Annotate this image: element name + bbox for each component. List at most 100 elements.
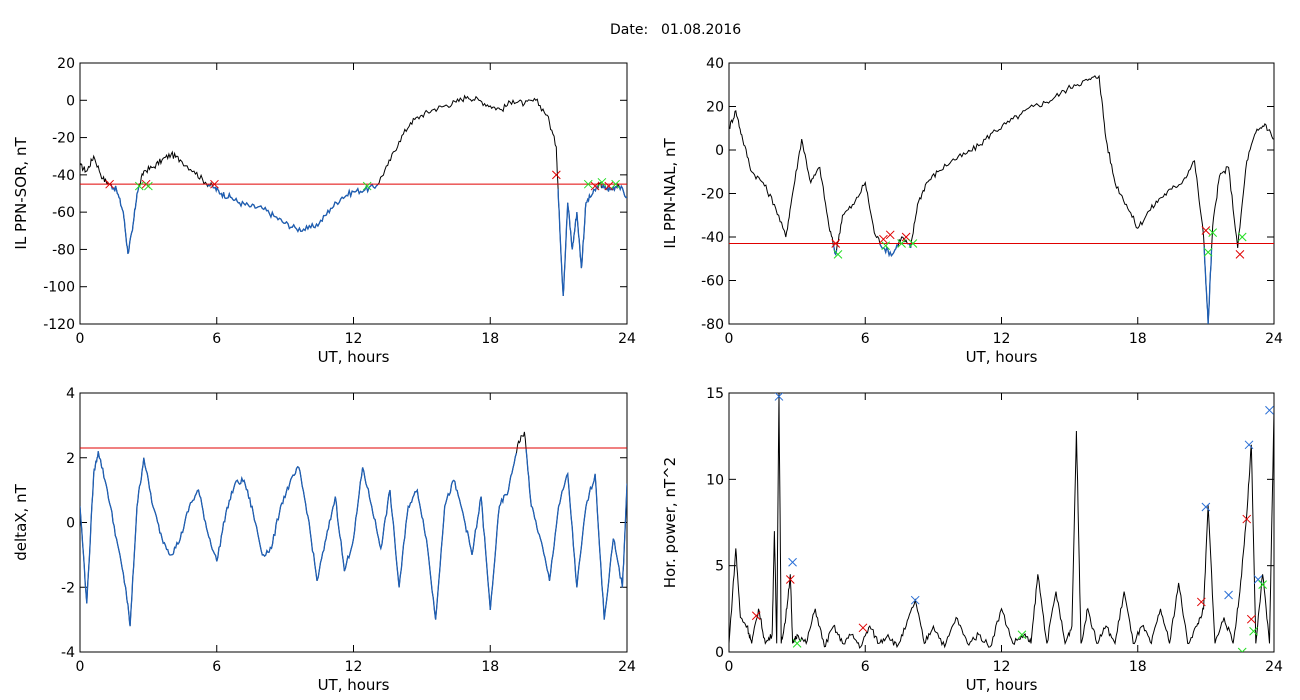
marker-green [597,177,607,187]
y-tick-label: -120 [43,317,75,333]
marker-red [1196,597,1206,607]
marker-red [210,179,219,189]
marker-red [105,179,114,189]
marker-red [1201,226,1211,235]
y-tick-label: 4 [66,386,75,402]
marker-green [362,181,372,191]
x-tick-label: 18 [481,659,499,675]
x-tick-label: 6 [212,331,221,347]
y-tick-label: 20 [57,56,75,72]
marker-blue [1265,405,1274,415]
below-threshold-line [557,184,599,297]
x-tick-label: 0 [76,659,85,675]
x-axis-label: UT, hours [966,676,1038,694]
marker-red [885,230,895,240]
marker-green [1237,647,1247,652]
y-tick-label: 15 [706,386,724,402]
below-threshold-line [207,183,211,187]
marker-red [1235,250,1245,259]
x-tick-label: 0 [76,331,85,347]
marker-red [604,181,614,191]
y-tick-label: 2 [66,451,75,467]
marker-green [792,639,802,648]
x-tick-label: 0 [725,659,734,675]
marker-green [1017,630,1027,640]
plot-frame [79,62,628,325]
marker-red [831,239,841,248]
marker-green [144,181,153,191]
y-tick-label: 0 [66,516,75,532]
y-tick-label: -60 [52,205,75,221]
y-tick-label: 0 [66,93,75,109]
below-threshold-line [618,184,627,199]
y-axis-label: deltaX, nT [12,483,30,560]
data-line [729,74,1274,324]
marker-green [908,239,918,248]
marker-red [879,234,888,244]
y-tick-label: -2 [61,580,75,596]
marker-green [881,241,891,251]
y-tick-label: -20 [52,131,75,147]
figure-title-date: 01.08.2016 [661,22,741,38]
y-tick-label: -80 [52,242,75,258]
marker-red [858,623,868,633]
chart-hor-power: 0 6 12 18 24 0 5 10 15 UT, hours Hor. power, nT^2 [661,386,1283,694]
x-tick-label: 6 [212,659,221,675]
data-line [729,393,1274,649]
y-axis-label: IL PPN-NAL, nT [661,138,679,249]
marker-red [785,575,795,584]
data-line [80,431,627,627]
y-tick-label: -20 [701,187,724,203]
marker-blue [1201,502,1211,512]
marker-green [1208,228,1218,238]
x-tick-label: 24 [618,659,636,675]
marker-red [751,611,761,621]
marker-blue [910,595,920,605]
x-axis-label: UT, hours [966,348,1038,366]
below-threshold-line [525,449,627,620]
y-tick-label: 5 [715,559,724,575]
x-tick-label: 24 [1265,659,1283,675]
below-threshold-line [601,184,618,192]
marker-red [1242,514,1252,524]
marker-green [611,179,620,189]
marker-green [583,179,593,189]
y-tick-label: 0 [715,645,724,661]
y-axis-label: IL PPN-SOR, nT [12,137,30,250]
figure-title-prefix: Date: [610,22,648,38]
below-threshold-line [1203,246,1213,324]
data-line [80,94,627,297]
plot-frame [728,62,1275,325]
chart-ppn-sor: 0 6 12 18 24 -120 -100 -80 -60 -40 -20 0 20 UT, hours… [12,56,636,366]
x-tick-label: 6 [861,331,870,347]
y-tick-label: 40 [706,56,724,72]
marker-red [901,232,911,242]
marker-blue [1224,590,1233,600]
x-tick-label: 12 [993,659,1011,675]
plot-frame [728,392,1275,653]
plot-area [729,74,1274,324]
marker-green [1203,247,1213,257]
x-axis-label: UT, hours [318,348,390,366]
x-tick-label: 24 [1265,331,1283,347]
marker-blue [774,393,784,401]
plot-area [80,94,627,297]
x-tick-label: 0 [725,331,734,347]
x-axis-label: UT, hours [318,676,390,694]
marker-red [551,170,561,180]
x-tick-label: 6 [861,659,870,675]
x-tick-label: 18 [1129,331,1147,347]
x-tick-label: 12 [993,331,1011,347]
y-tick-label: 0 [715,143,724,159]
x-tick-label: 18 [481,331,499,347]
chart-ppn-nal: 0 6 12 18 24 -80 -60 -40 -20 0 20 40 UT, hours IL PPN… [661,56,1283,366]
y-tick-label: -80 [701,317,724,333]
plot-area [80,431,627,627]
marker-green [897,239,906,248]
marker-green [1258,580,1267,590]
below-threshold-line [879,243,899,258]
x-tick-label: 12 [345,331,363,347]
marker-blue [1244,440,1254,450]
